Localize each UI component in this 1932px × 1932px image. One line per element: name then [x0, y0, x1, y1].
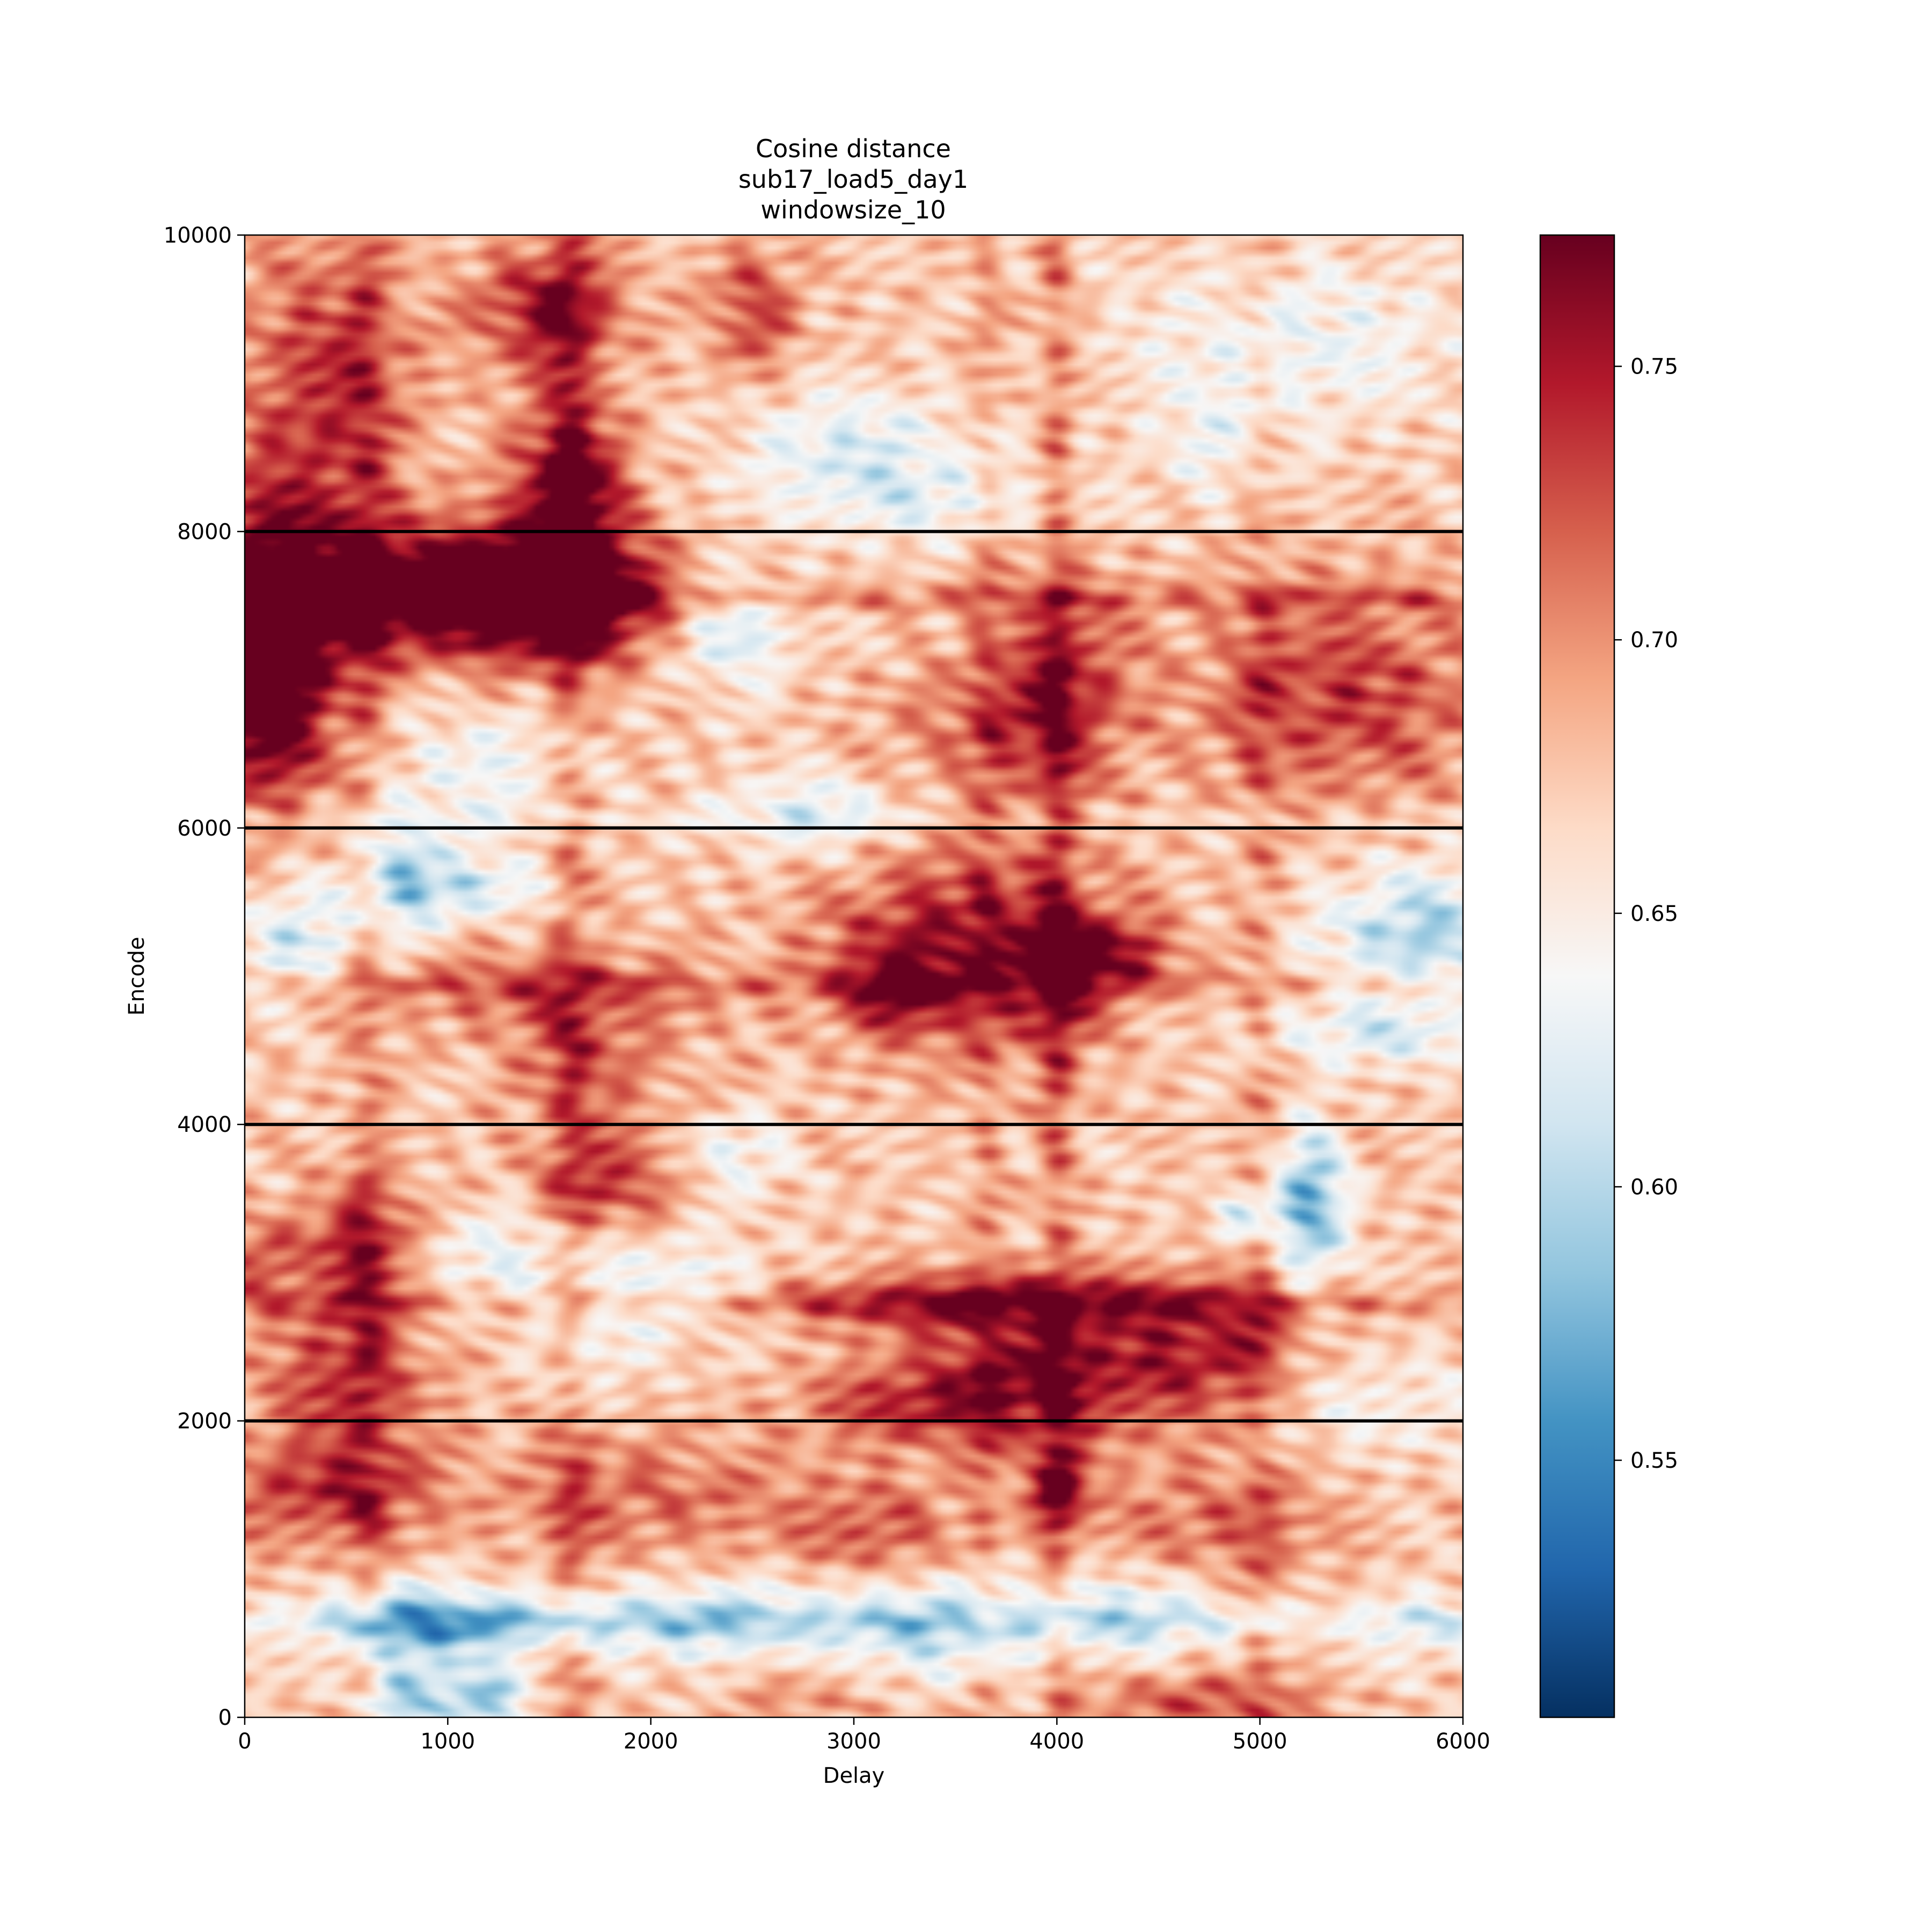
x-tick-label: 0: [238, 1729, 251, 1754]
y-tick-label: 6000: [177, 816, 232, 841]
colorbar-fill: [1540, 235, 1614, 1717]
chart-title-line: Cosine distance: [756, 134, 951, 163]
y-axis-ticks: 0 2000 4000 6000 8000 10000: [164, 223, 245, 1730]
y-tick-label: 10000: [164, 223, 232, 248]
colorbar-tick-label: 0.75: [1630, 355, 1678, 379]
x-tick-label: 1000: [420, 1729, 475, 1754]
chart-subtitle-line: sub17_load5_day1: [738, 165, 968, 194]
chart-title: Cosine distance sub17_load5_day1 windows…: [738, 134, 968, 224]
chart-subtitle-line: windowsize_10: [760, 195, 946, 224]
x-tick-label: 5000: [1233, 1729, 1287, 1754]
colorbar-frame: [1539, 234, 1615, 1718]
y-tick-label: 4000: [177, 1113, 232, 1137]
horizontal-divider-lines: [245, 530, 1463, 1423]
x-axis-label: Delay: [823, 1763, 885, 1788]
x-tick-label: 2000: [624, 1729, 678, 1754]
colorbar-ticks: 0.55 0.60 0.65 0.70 0.75: [1614, 355, 1678, 1473]
y-tick-label: 2000: [177, 1409, 232, 1434]
x-tick-label: 3000: [826, 1729, 881, 1754]
y-tick-label: 0: [218, 1706, 232, 1730]
colorbar-tick-label: 0.55: [1630, 1448, 1678, 1473]
colorbar-tick-label: 0.65: [1630, 902, 1678, 926]
y-tick-label: 8000: [177, 519, 232, 544]
heatmap-plot: 0 1000 2000 3000 4000 5000 6000 0 2000 4000 6000 8…: [125, 223, 1490, 1788]
colorbar: 0.55 0.60 0.65 0.70 0.75: [1539, 234, 1678, 1718]
heatmap-image: [245, 235, 1463, 1717]
colorbar-tick-label: 0.70: [1630, 628, 1678, 653]
x-axis-ticks: 0 1000 2000 3000 4000 5000 6000: [238, 1717, 1490, 1754]
colorbar-tick-label: 0.60: [1630, 1175, 1678, 1199]
y-axis-label: Encode: [125, 936, 149, 1015]
x-tick-label: 6000: [1436, 1729, 1490, 1754]
x-tick-label: 4000: [1029, 1729, 1084, 1754]
